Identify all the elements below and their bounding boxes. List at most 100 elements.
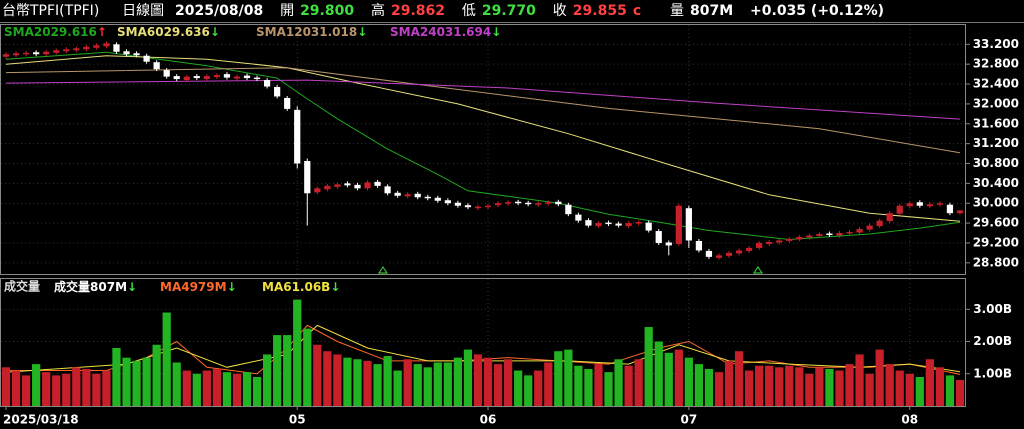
- candle-body: [725, 252, 733, 256]
- candle-body: [504, 202, 512, 204]
- volume-bar: [524, 375, 533, 406]
- candle-body: [856, 229, 863, 233]
- candle-body: [816, 234, 823, 237]
- volume-bar: [905, 373, 914, 406]
- volume-bar: [755, 365, 764, 406]
- volume-bar: [222, 372, 232, 406]
- volume-bar: [564, 349, 573, 406]
- legend-label: MA61.06B↓: [262, 280, 340, 294]
- candle-body: [113, 44, 120, 52]
- volume-bar: [252, 376, 262, 406]
- volume-bar: [162, 312, 171, 406]
- volume-bar: [503, 359, 513, 406]
- candle-body: [545, 202, 552, 204]
- candle-body: [384, 186, 391, 194]
- volume-bar: [724, 360, 734, 406]
- volume-bar: [935, 367, 945, 406]
- volume-bar: [815, 367, 824, 406]
- legend-value: 1.06B: [292, 280, 331, 294]
- candle-body: [535, 203, 542, 205]
- volume-bar: [534, 370, 543, 406]
- legend-arrow: ↓: [127, 280, 137, 294]
- candle-body: [314, 188, 321, 193]
- candle-body: [645, 222, 652, 231]
- candle-body: [906, 203, 913, 207]
- candle-body: [83, 46, 90, 50]
- candle-body: [685, 208, 692, 241]
- candle-body: [926, 204, 933, 207]
- legend-name: 成交量: [54, 279, 90, 294]
- volume-bar: [785, 365, 794, 406]
- volume-bar: [273, 335, 282, 406]
- volume-bar: [363, 360, 372, 406]
- volume-panel-label: 成交量: [4, 279, 40, 294]
- legend-label: 成交量807M↓: [54, 279, 137, 294]
- price-panel: [0, 24, 966, 275]
- legend-arrow: ↓: [491, 25, 501, 39]
- candle-body: [103, 43, 110, 47]
- candle-body: [173, 76, 180, 80]
- volume-bar: [875, 349, 884, 406]
- volume-bar: [102, 370, 111, 406]
- candle-body: [394, 192, 401, 196]
- signal-marker: [753, 266, 763, 274]
- candle-body: [635, 222, 642, 224]
- volume-bar: [443, 362, 452, 406]
- legend-value: 31.694: [445, 25, 491, 39]
- legend-label: SMA24031.694↓: [390, 25, 501, 39]
- y-tick-label: 3.00B: [973, 302, 1012, 316]
- legend-arrow: ↓: [227, 280, 237, 294]
- y-tick-label: 30.000: [973, 196, 1019, 210]
- volume-bar: [744, 370, 754, 406]
- x-tick-label: 08: [901, 413, 918, 427]
- candle-body: [203, 76, 210, 80]
- ma-line: [5, 51, 961, 241]
- volume-bar: [835, 370, 844, 406]
- legend-name: MA6: [262, 280, 292, 294]
- volume-bar: [714, 372, 724, 406]
- volume-bar: [584, 368, 593, 406]
- legend-arrow: ↓: [210, 25, 220, 39]
- volume-bar: [493, 364, 503, 406]
- candle-body: [354, 184, 361, 189]
- volume-bar: [52, 375, 61, 406]
- header-bar: 台幣TPFI(TPFI) 日線圖 2025/08/08 開 29.800 高 29.…: [0, 0, 1024, 23]
- y-tick-label: 29.600: [973, 216, 1019, 230]
- volume-bar: [1, 367, 11, 406]
- candle-body: [605, 222, 612, 225]
- candle-body: [324, 185, 331, 190]
- y-tick-label: 28.800: [973, 255, 1019, 269]
- ma-line: [5, 67, 961, 154]
- volume-bar: [403, 359, 412, 406]
- candle-body: [53, 50, 60, 53]
- candle-body: [484, 205, 492, 208]
- volume-bar: [674, 349, 683, 406]
- legend-name: SMA240: [390, 25, 445, 39]
- candle-body: [936, 203, 944, 205]
- candle-body: [494, 203, 502, 206]
- volume-bar: [182, 370, 191, 406]
- candle-body: [525, 202, 532, 205]
- legend-value: 31.018: [311, 25, 357, 39]
- candle-body: [274, 87, 281, 97]
- open-value: 29.800: [300, 3, 355, 19]
- volume-bar: [463, 349, 473, 406]
- candle-body: [756, 242, 763, 248]
- volume-bar: [82, 368, 91, 406]
- candle-body: [675, 205, 682, 244]
- volume-bar: [845, 364, 854, 406]
- volume-bar: [232, 373, 242, 406]
- volume-bar: [453, 357, 463, 406]
- candle-body: [806, 235, 813, 238]
- close-value: 29.855: [572, 3, 627, 19]
- volume-bar: [112, 347, 121, 406]
- candle-body: [826, 233, 833, 236]
- candle-body: [193, 76, 200, 79]
- candle-body: [695, 240, 703, 251]
- volume-bar: [684, 357, 693, 406]
- legend-value: 807M: [90, 280, 127, 294]
- candle-body: [183, 76, 190, 81]
- volume-bar: [544, 362, 553, 406]
- y-tick-label: 32.800: [973, 57, 1019, 71]
